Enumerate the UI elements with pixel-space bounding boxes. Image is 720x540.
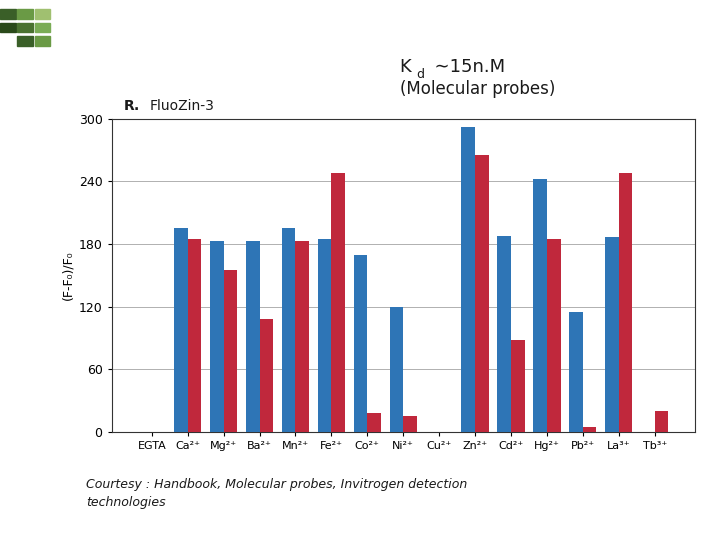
Bar [0, 23, 16, 32]
Y-axis label: (F-F₀)/F₀: (F-F₀)/F₀ [61, 251, 75, 300]
Bar [35, 9, 50, 19]
Bar [403, 416, 417, 432]
Text: K: K [400, 58, 411, 77]
Bar [462, 127, 475, 432]
Bar [390, 307, 403, 432]
Text: ∼15n.M: ∼15n.M [423, 58, 505, 77]
Bar [331, 173, 345, 432]
Bar [174, 228, 188, 432]
Bar [569, 312, 582, 432]
Bar [498, 236, 511, 432]
Text: technologies: technologies [86, 496, 166, 509]
Bar [295, 241, 309, 432]
Text: R.: R. [123, 98, 140, 112]
Bar [618, 173, 632, 432]
Bar [35, 36, 50, 46]
Bar [17, 9, 33, 19]
Text: (Molecular probes): (Molecular probes) [400, 80, 555, 98]
Bar [17, 23, 33, 32]
Bar [318, 239, 331, 432]
Bar [224, 270, 238, 432]
Text: Courtesy : Handbook, Molecular probes, Invitrogen detection: Courtesy : Handbook, Molecular probes, I… [86, 478, 468, 491]
Bar [35, 23, 50, 32]
Text: FluoZin-3: FluoZin-3 [150, 98, 215, 112]
Bar [17, 36, 33, 46]
Bar [188, 239, 202, 432]
Bar [605, 237, 618, 432]
Bar [475, 156, 489, 432]
Bar [511, 340, 525, 432]
Bar [0, 9, 16, 19]
Bar [259, 319, 273, 432]
Text: d: d [416, 68, 424, 81]
Bar [654, 411, 668, 432]
Bar [582, 427, 596, 432]
Bar [246, 241, 259, 432]
Bar [282, 228, 295, 432]
Bar [210, 241, 224, 432]
Bar [534, 179, 547, 432]
Bar [0, 36, 16, 46]
Bar [547, 239, 561, 432]
Bar [354, 254, 367, 432]
Bar [367, 413, 381, 432]
